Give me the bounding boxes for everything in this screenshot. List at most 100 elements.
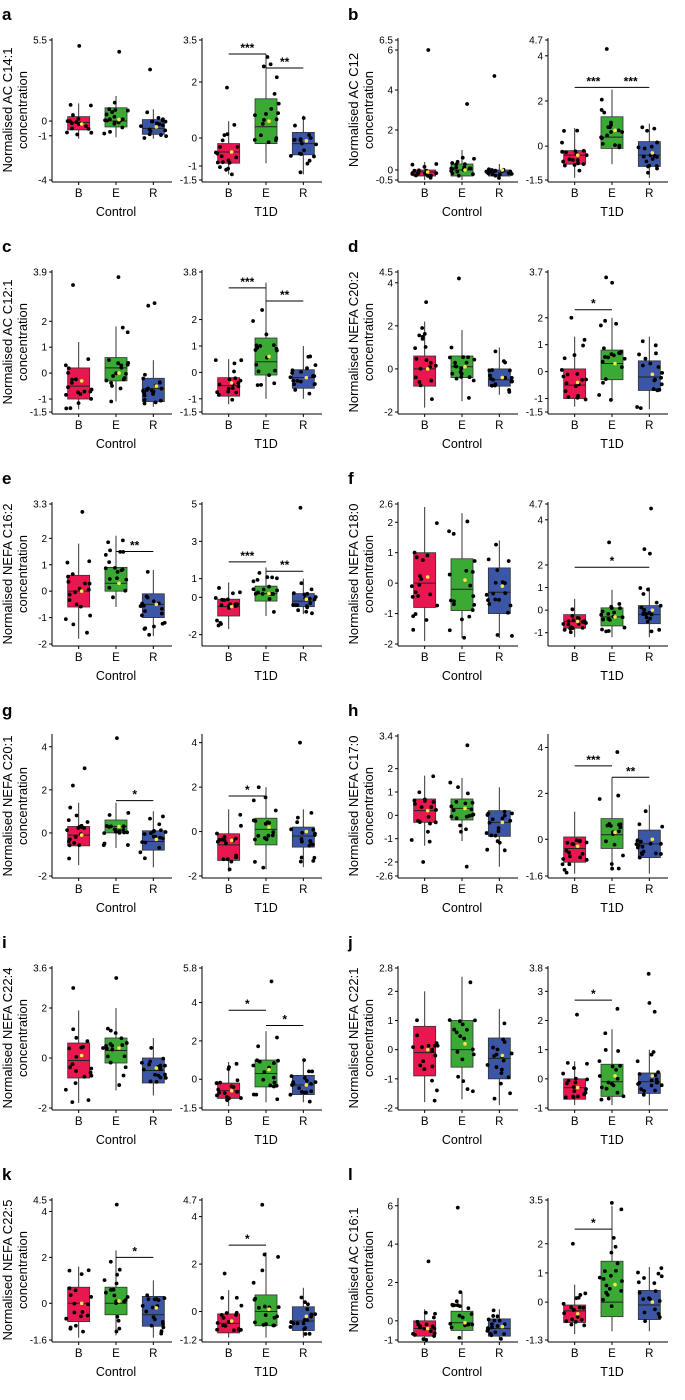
data-point [215,831,219,836]
data-point [299,369,303,374]
data-point [634,842,639,847]
outlier-point [260,1202,265,1207]
x-category-label: B [225,1116,233,1128]
x-category-label: E [112,884,120,896]
box-R: R [141,301,165,432]
data-point [613,1244,618,1249]
data-point [649,1052,654,1057]
data-point [117,1267,122,1272]
y-tick-label: -1.6 [30,1336,48,1347]
data-point [410,162,415,167]
data-point [597,797,602,801]
panel-letter: d [348,237,358,256]
y-tick-label: 3.7 [529,268,543,279]
data-point [560,140,564,145]
data-point [450,371,455,376]
data-point [564,150,568,155]
data-point [150,1305,155,1310]
y-tick-label: 4 [191,1212,197,1223]
data-point [309,810,314,815]
data-point [496,826,501,830]
data-point [571,618,576,623]
data-point [269,106,274,111]
y-tick-label: 2 [41,534,47,545]
data-point [107,560,112,565]
data-point [65,560,70,565]
data-point [584,840,589,845]
data-point [571,1095,576,1100]
box-B: B [561,598,588,664]
x-category-label: B [75,884,83,896]
y-tick-label: 3.9 [33,268,47,279]
group-label: Control [96,437,136,451]
data-point [484,831,489,835]
y-axis-label-line2: concentration [15,71,30,149]
box-body [413,552,437,608]
mean-marker [79,833,84,837]
data-point [454,816,459,821]
data-point [72,1310,77,1315]
data-point [235,1078,240,1083]
data-point [74,1055,79,1059]
data-point [432,1326,437,1331]
data-point [103,1290,108,1295]
data-point [140,601,145,606]
data-point [76,390,80,395]
box-body [600,1260,624,1318]
data-point [649,1078,654,1083]
data-point [493,833,498,838]
data-point [448,780,453,785]
y-tick-label: 1 [387,788,393,799]
y-tick-label: -2 [38,1104,47,1115]
data-point [458,1290,463,1294]
y-tick-label: -4 [38,176,47,187]
outlier-point [421,860,426,864]
data-point [566,619,571,624]
box-R: R [288,345,318,432]
y-tick-label: -1 [38,395,47,406]
data-point [609,862,614,866]
data-point [599,136,604,140]
data-point [66,579,71,584]
data-point [418,1063,423,1068]
y-tick-label: 2 [191,315,197,326]
y-tick-label: 0 [387,1045,393,1056]
data-point [562,1311,567,1316]
outlier-point [652,1009,657,1014]
y-tick-label: 3.4 [379,732,393,743]
data-point [76,826,81,830]
data-point [159,133,163,137]
data-point [218,165,222,170]
y-tick-label: -1.5 [30,408,48,419]
data-point [452,1027,457,1032]
data-point [414,555,419,560]
data-point [310,1069,315,1074]
data-point [615,1076,620,1081]
data-point [498,1081,503,1086]
data-point [273,808,278,813]
data-point [608,125,612,130]
x-category-label: E [112,1348,120,1360]
mean-marker [267,1307,271,1311]
data-point [429,805,434,809]
data-point [431,774,436,779]
data-point [620,615,625,620]
data-point [463,801,468,806]
data-point [71,1027,76,1032]
data-point [259,133,263,138]
data-point [609,130,613,134]
data-point [499,1336,503,1341]
data-point [232,1328,236,1333]
outlier-point [298,505,303,510]
y-tick-label: -2 [38,872,47,883]
data-point [576,161,580,166]
data-point [604,1086,609,1091]
data-point [237,590,242,595]
data-point [647,163,652,168]
data-point [470,800,475,805]
data-point [108,1060,113,1065]
